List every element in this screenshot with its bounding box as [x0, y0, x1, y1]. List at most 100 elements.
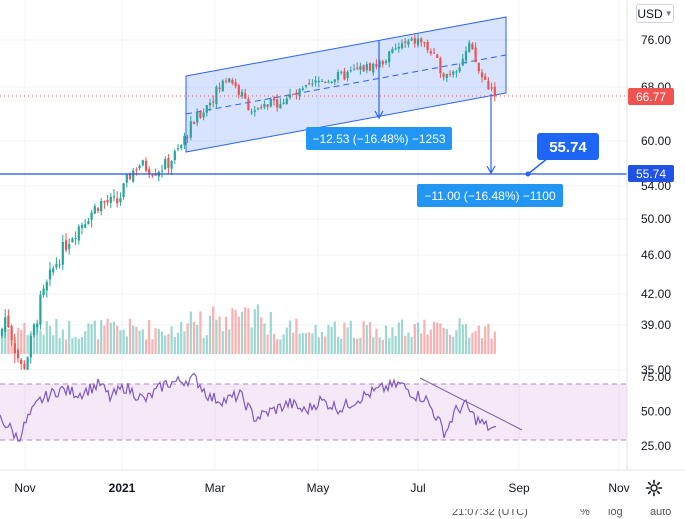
volume-bars [0, 304, 496, 354]
candle-body [493, 86, 496, 97]
volume-bar [112, 321, 116, 354]
currency-selector[interactable]: USD ▼ [636, 4, 674, 23]
last-price-text: 66.77 [636, 90, 666, 104]
volume-bar [224, 316, 228, 354]
channel-measure-arrow[interactable] [374, 41, 384, 120]
candle-body [480, 72, 484, 78]
log-toggle[interactable]: log [608, 509, 623, 518]
candle-body [266, 104, 269, 107]
volume-bar [208, 315, 212, 354]
target-measure-arrow[interactable] [486, 94, 496, 175]
volume-bar [445, 329, 448, 354]
volume-bar [4, 330, 7, 354]
candle-body [263, 104, 266, 108]
volume-bar [68, 320, 71, 354]
candle-body [109, 196, 112, 203]
candle-body [253, 110, 256, 112]
candle-body [404, 41, 407, 43]
candle-body [141, 160, 144, 166]
candle-body [260, 106, 263, 108]
volume-bar [340, 338, 343, 354]
candle-body [80, 224, 84, 228]
volume-bar [116, 325, 119, 354]
time-tick-label: 2021 [109, 481, 136, 495]
candle-body [407, 40, 410, 45]
volume-bar [39, 330, 42, 354]
volume-bar [416, 322, 420, 354]
candle-body [416, 38, 420, 45]
candle-body [477, 63, 480, 72]
percent-toggle[interactable]: % [580, 509, 590, 518]
candle-body [237, 85, 240, 95]
volume-bar [173, 337, 176, 354]
volume-bar [404, 335, 407, 354]
gear-icon[interactable] [644, 478, 664, 498]
volume-bar [436, 322, 439, 354]
volume-bar [320, 332, 324, 354]
candle-body [381, 61, 384, 65]
level-callout-badge[interactable]: 55.74 [537, 133, 599, 160]
candle-body [247, 98, 250, 111]
volume-bar [157, 329, 160, 354]
volume-bar [71, 338, 74, 354]
level-price-badge: 55.74 [628, 165, 674, 182]
volume-bar [272, 333, 276, 354]
volume-bar [90, 324, 93, 354]
candle-body [288, 94, 292, 98]
volume-bar [330, 327, 333, 354]
target-measure-label[interactable]: −11.00 (−16.48%) −1100 [417, 184, 563, 207]
volume-bar [103, 325, 106, 354]
volume-bar [87, 323, 90, 354]
rsi-trendline[interactable] [419, 377, 523, 431]
candle-body [311, 83, 314, 85]
price-axis[interactable]: 76.00 60.00 54.00 50.00 46.00 42.00 39.00 35.00… [641, 33, 671, 377]
volume-bar [215, 319, 218, 354]
candle-body [442, 73, 445, 78]
volume-bar [250, 327, 253, 354]
price-tick-label: 42.00 [641, 287, 671, 301]
volume-bar [263, 323, 266, 354]
volume-bar [45, 321, 48, 354]
volume-bar [458, 318, 461, 354]
rsi-axis[interactable]: 75.00 50.00 25.00 [641, 370, 671, 453]
volume-bar [32, 330, 36, 354]
volume-bar [180, 321, 183, 354]
candle-body [224, 80, 228, 82]
auto-toggle[interactable]: auto [650, 509, 672, 518]
price-tick-label: 50.00 [641, 212, 671, 226]
candle-body [208, 102, 212, 106]
channel-measure-label[interactable]: −12.53 (−16.48%) −1253 [306, 127, 452, 150]
candle-body [448, 73, 452, 75]
candle-body [138, 165, 141, 169]
volume-bar [423, 319, 426, 354]
volume-bar [292, 332, 295, 354]
candle-body [29, 336, 32, 358]
volume-bar [442, 328, 445, 354]
candle-body [119, 198, 122, 203]
candle-body [426, 41, 429, 50]
currency-label: USD [637, 6, 663, 21]
candle-body [362, 65, 365, 72]
volume-bar [160, 331, 164, 354]
candle-body [32, 324, 36, 336]
candle-body [388, 51, 391, 63]
volume-bar [420, 333, 423, 354]
volume-bar [218, 316, 221, 354]
volume-bar [484, 326, 487, 354]
volume-bar [298, 333, 301, 354]
price-tick-label: 60.00 [641, 134, 671, 148]
candle-body [84, 224, 87, 228]
volume-bar [308, 332, 311, 354]
candle-body [122, 183, 125, 198]
candle-body [455, 71, 458, 73]
candle-body [218, 87, 221, 90]
candle-body [13, 343, 16, 354]
candle-body [394, 48, 397, 50]
candle-body [58, 264, 61, 266]
volume-bar [365, 325, 368, 354]
volume-bar [125, 336, 128, 354]
candle-body [112, 196, 116, 198]
time-axis[interactable]: Nov 2021 Mar May Jul Sep Nov [14, 481, 629, 495]
candle-body [340, 71, 343, 73]
